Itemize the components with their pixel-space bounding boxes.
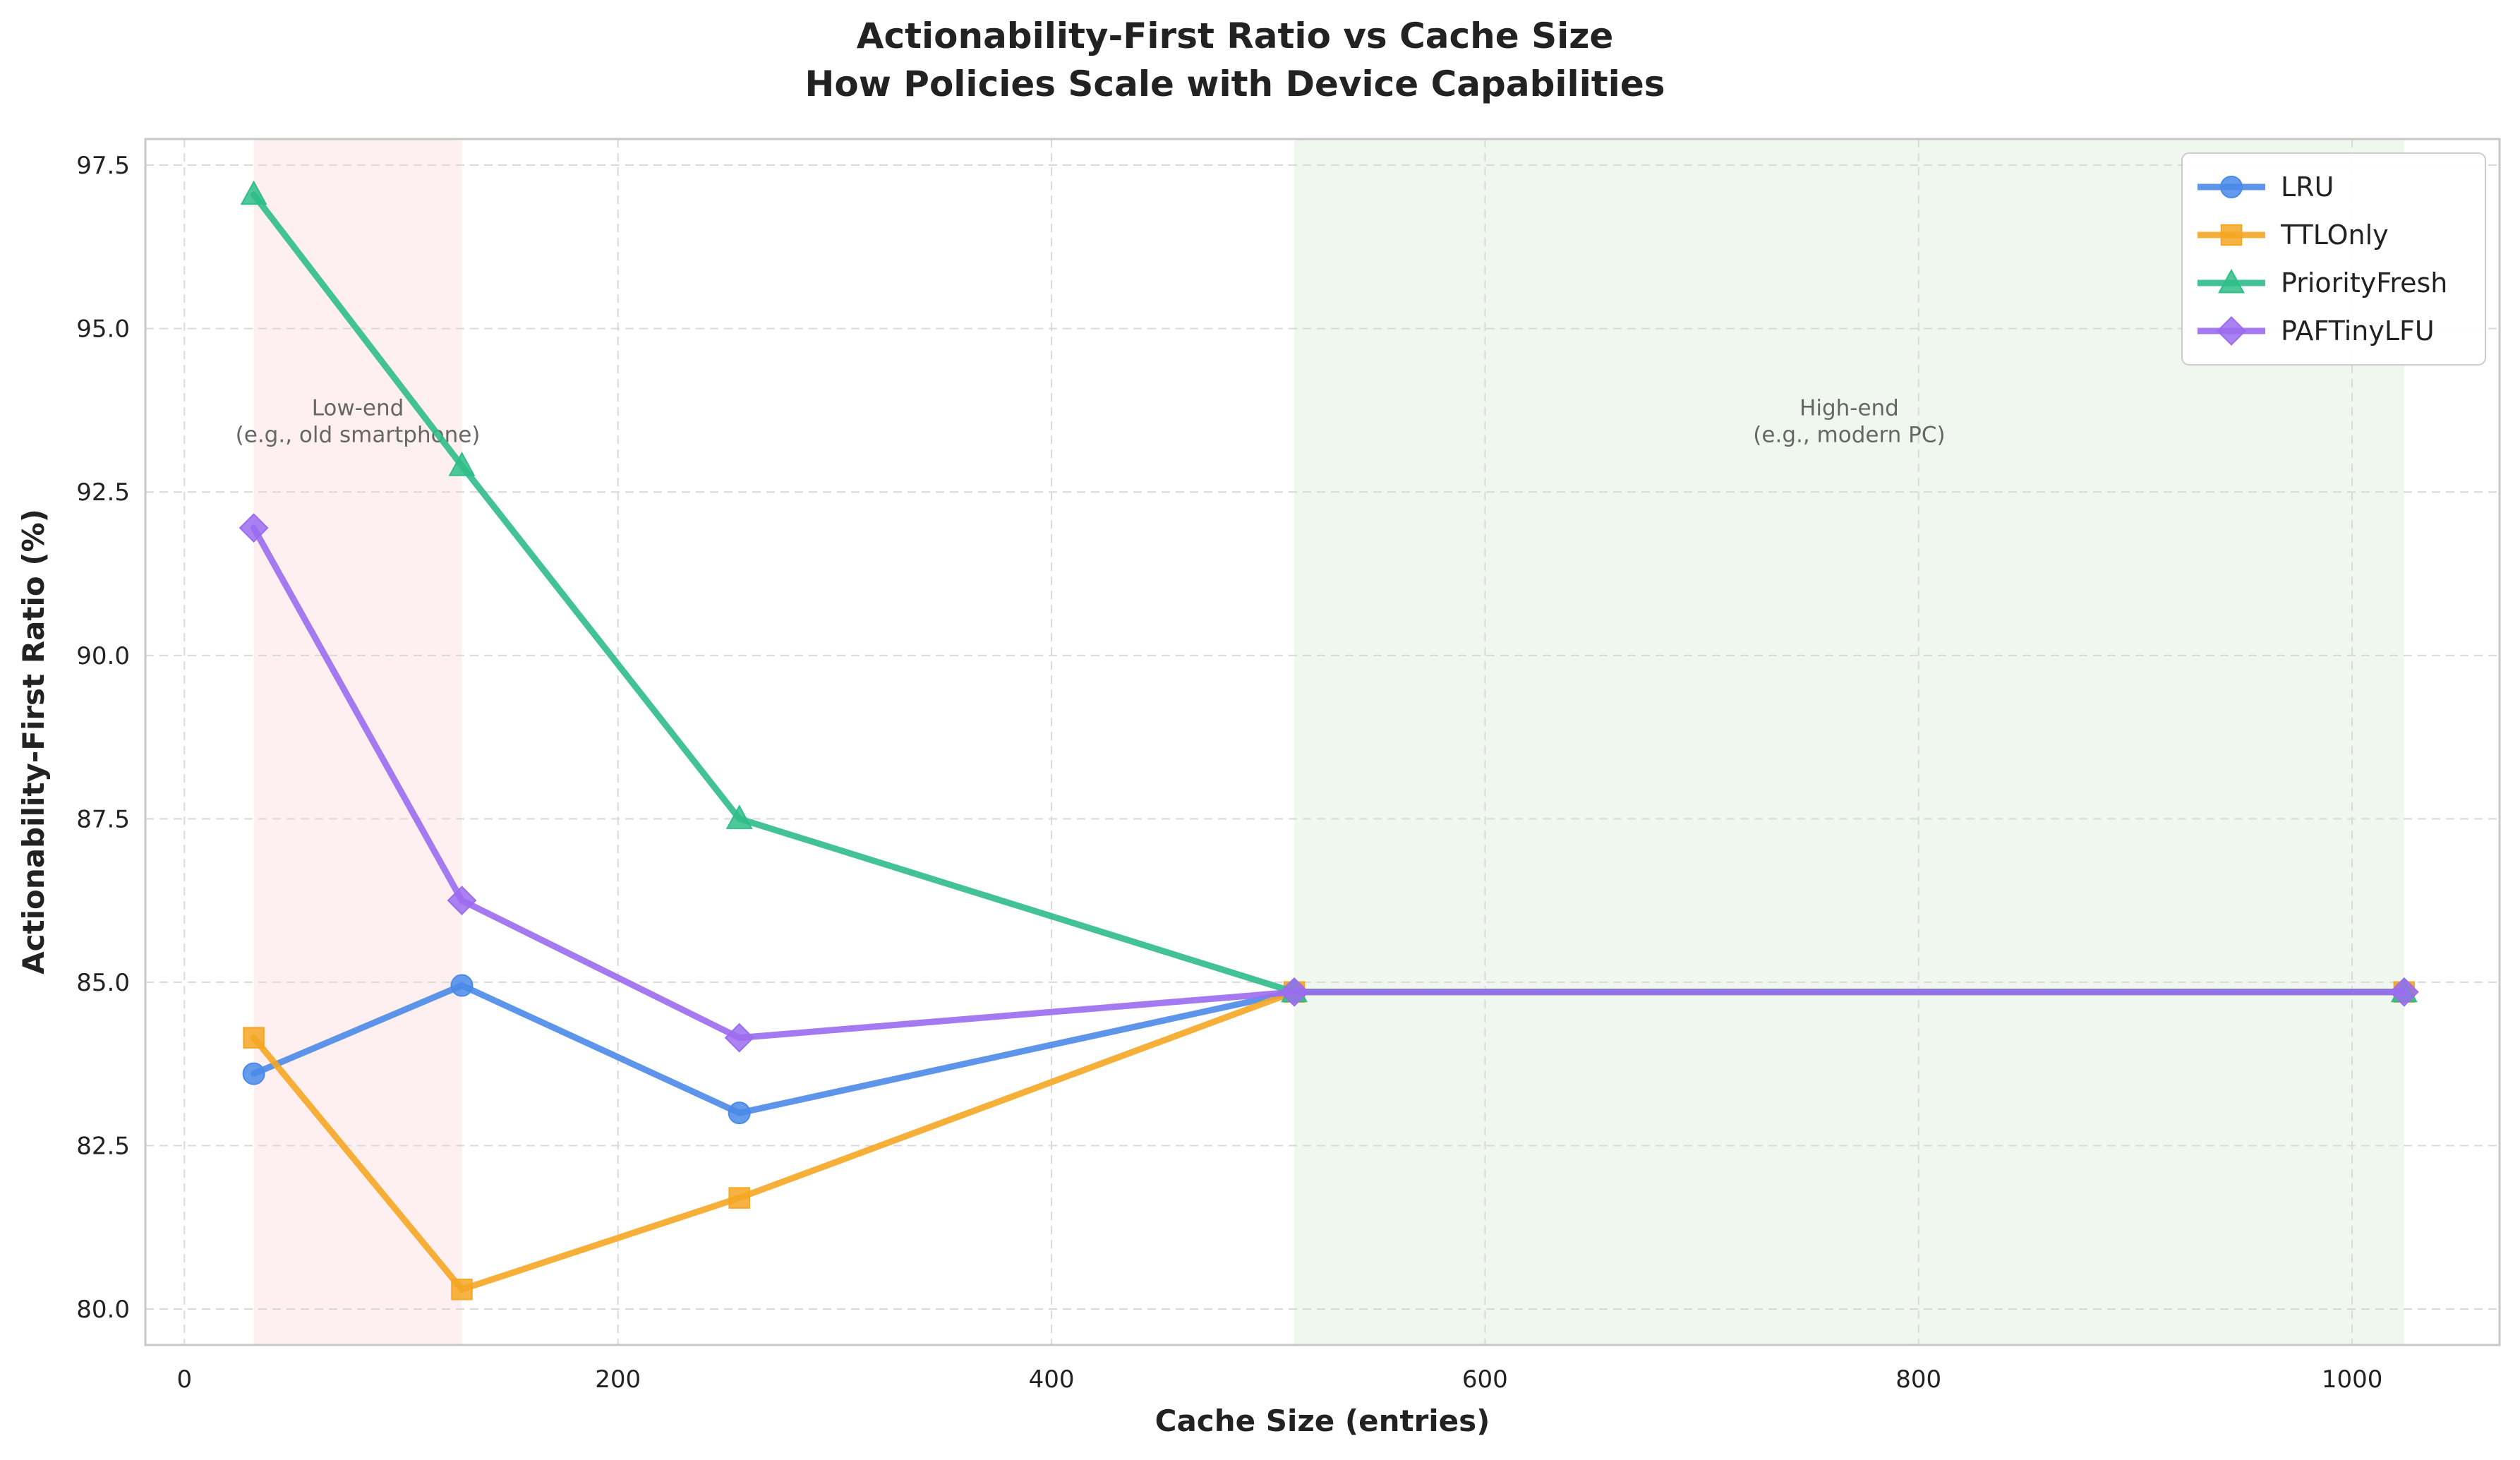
chart-title: Actionability-First Ratio vs Cache Size [857, 16, 1614, 56]
legend-box [2181, 152, 2486, 366]
y-tick-90: 90.0 [76, 642, 130, 670]
point-TTLOnly-32 [243, 1027, 265, 1049]
point-TTLOnly-128 [451, 1279, 473, 1301]
point-PAFTinyLFU-512 [1279, 977, 1309, 1007]
x-tick-800: 800 [1895, 1365, 1941, 1394]
y-tick-80: 80.0 [76, 1296, 130, 1324]
point-PAFTinyLFU-256 [724, 1022, 754, 1053]
y-tick-97.5: 97.5 [76, 152, 130, 180]
plot-frame [144, 138, 2501, 1346]
series-PAFTinyLFU [239, 513, 2419, 1053]
grid-layer [145, 139, 2500, 1345]
region-annotations: Low-end(e.g., old smartphone)High-end(e.… [236, 396, 1946, 448]
legend: LRU TTLOnly PriorityFresh PAFTinyLFU [2181, 152, 2486, 366]
x-axis-label: Cache Size (entries) [1155, 1404, 1490, 1438]
x-tick-600: 600 [1462, 1365, 1508, 1394]
x-tick-0: 0 [176, 1365, 192, 1394]
x-tick-1000: 1000 [2322, 1365, 2383, 1394]
region-layer [253, 139, 2404, 1345]
legend-label-TTLOnly: TTLOnly [2280, 219, 2389, 251]
point-PAFTinyLFU-1024 [2389, 977, 2419, 1007]
region-band-0 [253, 139, 462, 1345]
point-PAFTinyLFU-128 [447, 886, 477, 916]
point-PriorityFresh-128 [448, 452, 476, 476]
legend-marker-PriorityFresh [2218, 268, 2245, 294]
y-tick-labels: 80.0 82.5 85.0 87.5 90.0 92.5 95.0 97.5 [76, 152, 130, 1324]
point-LRU-256 [728, 1102, 751, 1125]
legend-marker-LRU [2220, 176, 2243, 198]
region-label-0-line1: Low-end [312, 396, 404, 421]
legend-label-PriorityFresh: PriorityFresh [2281, 267, 2447, 298]
legend-marker-TTLOnly [2220, 224, 2243, 246]
legend-label-LRU: LRU [2281, 171, 2334, 203]
series-layer [239, 180, 2419, 1301]
legend-marker-PAFTinyLFU [2217, 316, 2246, 346]
y-tick-92.5: 92.5 [76, 478, 130, 507]
x-tick-200: 200 [595, 1365, 641, 1394]
y-tick-85: 85.0 [76, 969, 130, 997]
point-PriorityFresh-32 [240, 180, 267, 205]
y-tick-82.5: 82.5 [76, 1132, 130, 1160]
point-LRU-32 [242, 1062, 265, 1085]
region-label-1-line1: High-end [1799, 396, 1899, 421]
point-PAFTinyLFU-32 [239, 513, 269, 543]
point-TTLOnly-256 [728, 1187, 750, 1209]
point-LRU-128 [450, 974, 474, 997]
y-axis-label: Actionability-First Ratio (%) [16, 509, 51, 975]
x-tick-labels: 0 200 400 600 800 1000 [176, 1365, 2382, 1394]
point-PriorityFresh-256 [725, 804, 753, 829]
legend-label-PAFTinyLFU: PAFTinyLFU [2281, 315, 2435, 346]
region-label-1-line2: (e.g., modern PC) [1753, 423, 1945, 448]
x-tick-400: 400 [1029, 1365, 1075, 1394]
chart-subtitle: How Policies Scale with Device Capabilit… [805, 64, 1665, 104]
y-tick-95: 95.0 [76, 315, 130, 344]
y-tick-87.5: 87.5 [76, 805, 130, 833]
